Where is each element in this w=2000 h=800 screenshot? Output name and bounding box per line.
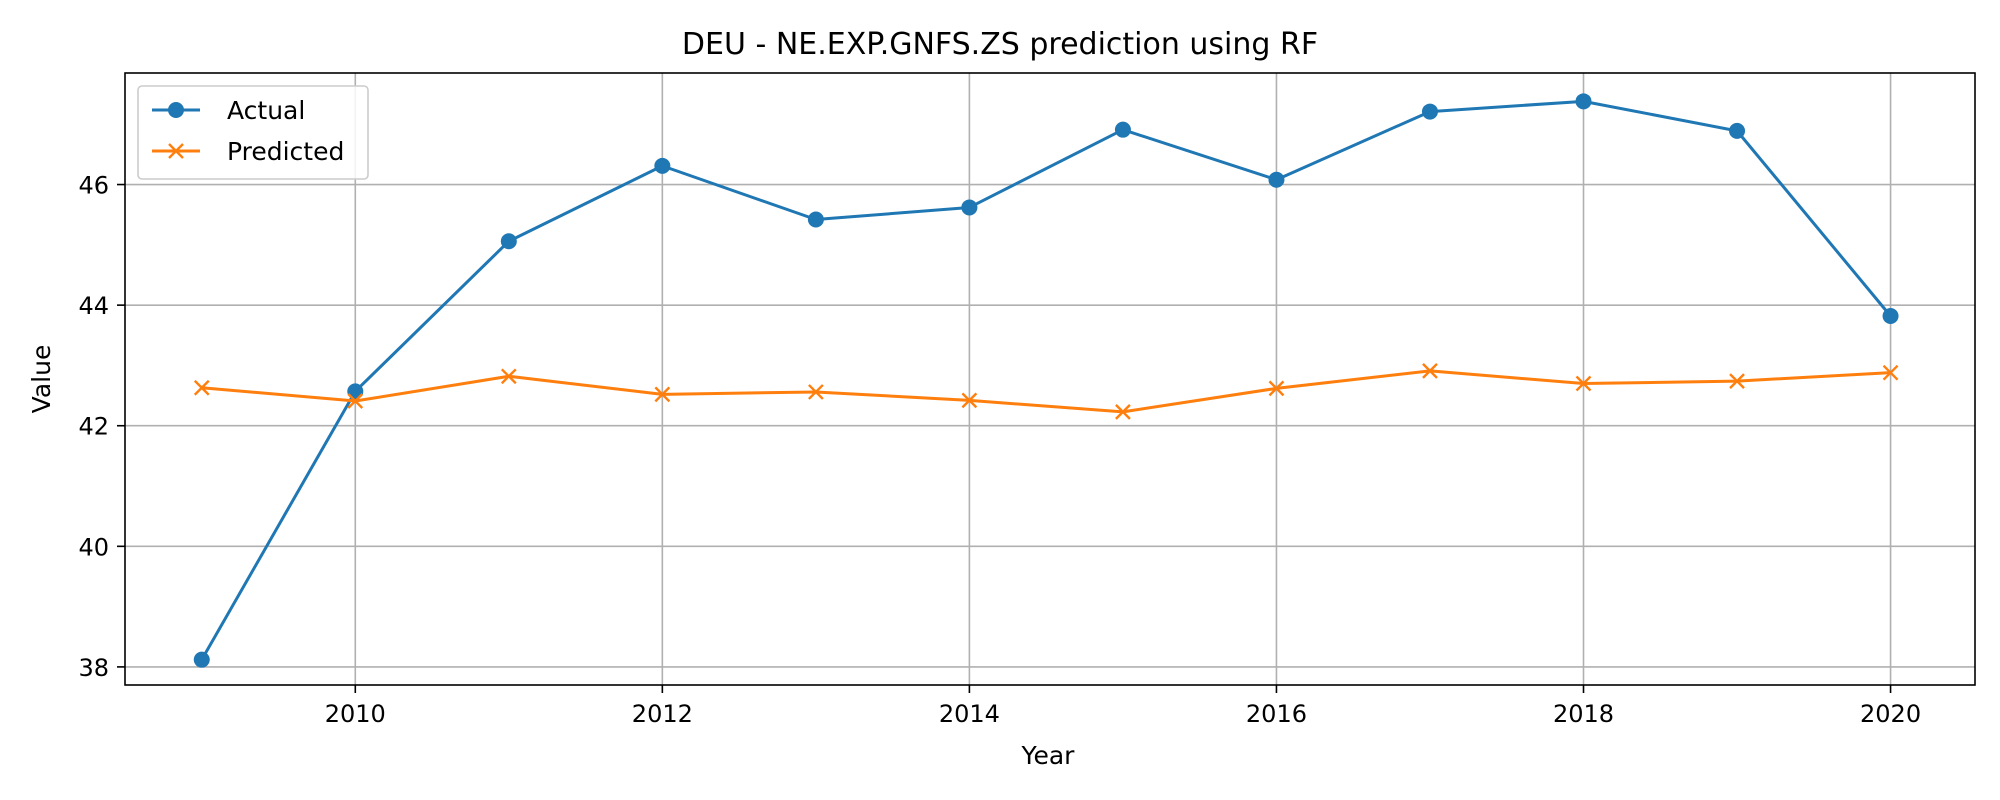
series-layer bbox=[193, 93, 1899, 668]
x-marker-stroke bbox=[1729, 373, 1745, 389]
x-marker-stroke bbox=[808, 384, 824, 400]
data-point-predicted bbox=[1882, 364, 1899, 381]
y-tick-label: 38 bbox=[78, 654, 109, 682]
data-point-actual bbox=[1729, 122, 1746, 139]
data-point-predicted bbox=[654, 386, 671, 403]
x-marker-stroke bbox=[500, 368, 517, 385]
data-point-predicted bbox=[1422, 363, 1438, 379]
data-point-predicted bbox=[1575, 375, 1592, 392]
y-axis-label: Value bbox=[27, 345, 56, 414]
x-tick-label: 2014 bbox=[939, 700, 1000, 728]
series-line-actual bbox=[200, 99, 1892, 661]
series-line-predicted bbox=[201, 369, 1891, 414]
x-marker-stroke bbox=[1575, 375, 1592, 392]
y-tick-label: 40 bbox=[78, 533, 109, 561]
legend-marker-actual bbox=[168, 102, 184, 118]
data-point-predicted bbox=[808, 384, 824, 400]
legend-label-predicted: Predicted bbox=[227, 137, 344, 166]
x-marker-stroke bbox=[961, 392, 978, 409]
data-point-predicted bbox=[961, 392, 978, 409]
x-tick-label: 2020 bbox=[1860, 700, 1921, 728]
x-marker-stroke bbox=[347, 393, 364, 409]
x-marker-stroke bbox=[654, 386, 671, 403]
legend-marker-predicted bbox=[168, 143, 184, 159]
data-point-actual bbox=[193, 651, 210, 668]
x-marker-stroke bbox=[168, 143, 184, 159]
x-tick-label: 2012 bbox=[632, 700, 693, 728]
legend-label-actual: Actual bbox=[227, 96, 305, 125]
data-point-predicted bbox=[500, 368, 517, 385]
y-tick-label: 44 bbox=[78, 292, 109, 320]
x-axis-label: Year bbox=[1021, 741, 1076, 770]
data-point-actual bbox=[1882, 307, 1899, 324]
plot-frame bbox=[124, 72, 1976, 686]
data-point-actual bbox=[654, 157, 671, 174]
y-tick-label: 42 bbox=[78, 413, 109, 441]
data-point-actual bbox=[1575, 93, 1592, 110]
data-point-predicted bbox=[347, 393, 364, 409]
x-tick-label: 2010 bbox=[325, 700, 386, 728]
y-tick-label: 46 bbox=[78, 172, 109, 200]
x-marker-stroke bbox=[1882, 364, 1899, 381]
x-tick-label: 2018 bbox=[1553, 700, 1614, 728]
x-tick-label: 2016 bbox=[1246, 700, 1307, 728]
x-marker-stroke bbox=[1268, 380, 1285, 397]
data-point-actual bbox=[807, 211, 824, 228]
legend: Actual Predicted bbox=[137, 85, 369, 180]
legend-x-marker bbox=[168, 143, 184, 159]
data-point-predicted bbox=[1729, 373, 1745, 389]
x-marker-stroke bbox=[193, 379, 210, 396]
data-point-actual bbox=[961, 199, 978, 216]
data-point-actual bbox=[500, 233, 517, 250]
axis-ticks: 2010 2012 2014 2016 2018 2020 38 40 42 44 46 bbox=[78, 172, 1921, 728]
x-marker-stroke bbox=[1422, 363, 1438, 379]
chart-title: DEU - NE.EXP.GNFS.ZS prediction using RF bbox=[682, 27, 1318, 62]
data-point-predicted bbox=[1115, 404, 1131, 420]
x-marker-stroke bbox=[1115, 404, 1131, 420]
data-point-predicted bbox=[1268, 380, 1285, 397]
data-point-actual bbox=[1268, 171, 1285, 188]
grid bbox=[125, 73, 1975, 685]
data-point-predicted bbox=[193, 379, 210, 396]
data-point-actual bbox=[1421, 103, 1438, 120]
data-point-actual bbox=[1114, 121, 1131, 138]
